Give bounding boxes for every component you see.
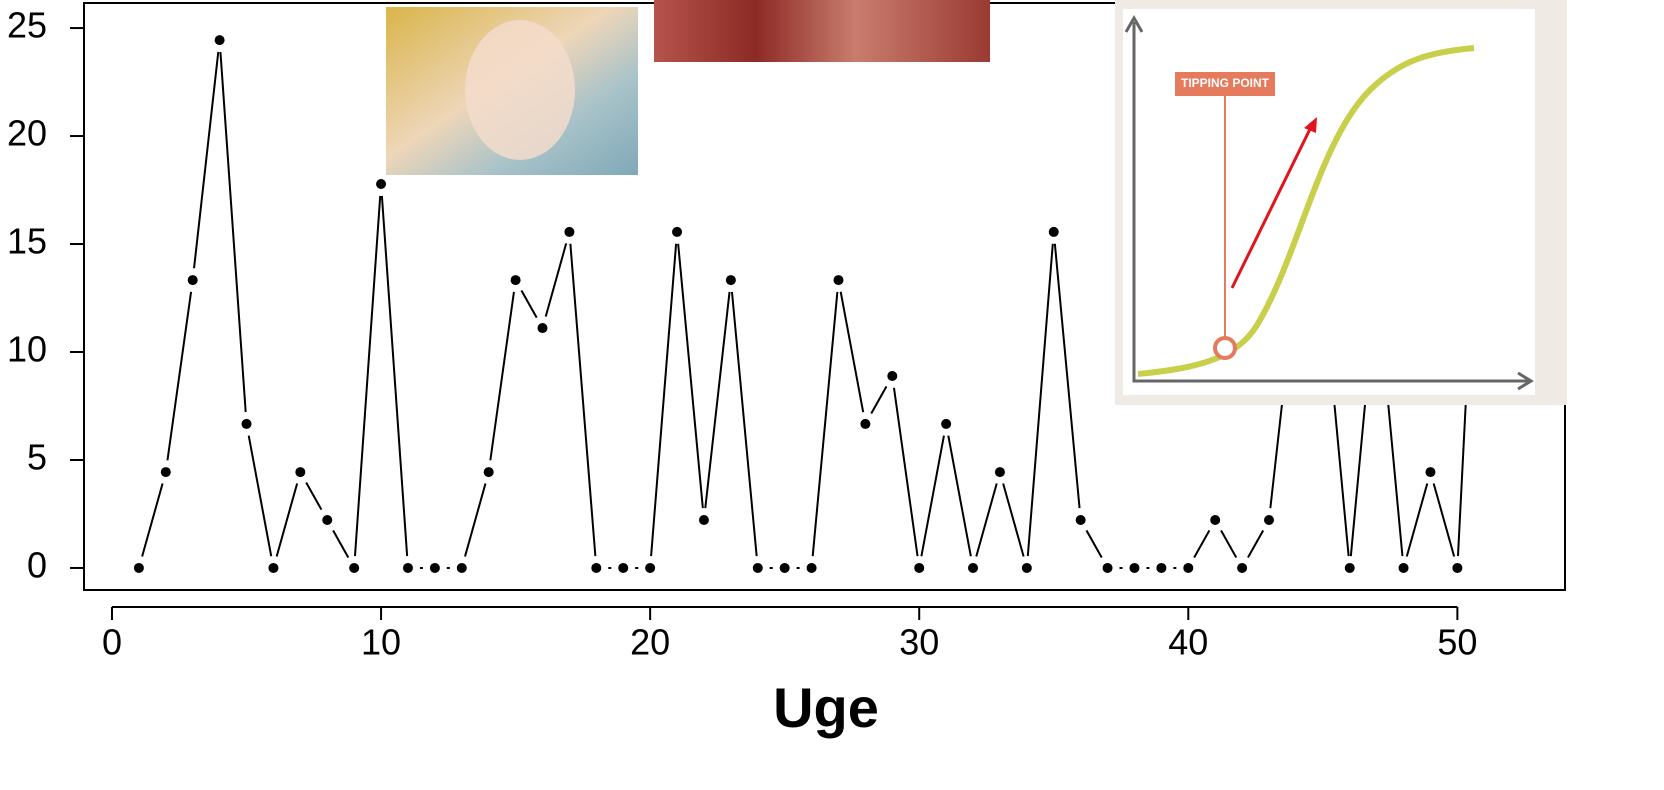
data-point [241, 418, 252, 429]
data-point [779, 562, 790, 573]
data-point [537, 323, 548, 334]
data-point [564, 226, 575, 237]
data-point [456, 562, 467, 573]
y-tick-label: 20 [7, 113, 47, 154]
data-point [1210, 515, 1221, 526]
data-point [1102, 562, 1113, 573]
data-point [645, 562, 656, 573]
y-tick-label: 0 [27, 544, 47, 585]
data-point [1075, 515, 1086, 526]
inset-label-box [1175, 72, 1275, 96]
data-point [1129, 562, 1140, 573]
data-point [887, 370, 898, 381]
data-point [752, 562, 763, 573]
data-point [376, 178, 387, 189]
data-point [1264, 515, 1275, 526]
data-point [672, 226, 683, 237]
data-point [833, 275, 844, 286]
data-point [806, 562, 817, 573]
data-point [1425, 467, 1436, 478]
data-point [402, 562, 413, 573]
data-point [133, 562, 144, 573]
y-tick-label: 5 [27, 437, 47, 478]
data-point [483, 467, 494, 478]
y-tick-label: 10 [7, 329, 47, 370]
data-point [1156, 562, 1167, 573]
data-point [941, 418, 952, 429]
inset-label: TIPPING POINT [1181, 76, 1270, 90]
data-point [510, 275, 521, 286]
meat-photo [654, 0, 990, 62]
data-point [725, 275, 736, 286]
data-point [214, 35, 225, 46]
data-point [1048, 226, 1059, 237]
data-point [322, 515, 333, 526]
data-point [295, 467, 306, 478]
data-point [994, 467, 1005, 478]
x-tick-label: 30 [899, 622, 939, 663]
x-tick-label: 50 [1437, 622, 1477, 663]
x-tick-label: 10 [361, 622, 401, 663]
data-point [268, 562, 279, 573]
inset-axes [1132, 22, 1528, 383]
x-tick-label: 20 [630, 622, 670, 663]
data-point [591, 562, 602, 573]
data-point [1398, 562, 1409, 573]
data-point [860, 418, 871, 429]
plot-area [126, 28, 1497, 580]
data-point [1452, 562, 1463, 573]
inset-arrow-head [1304, 117, 1317, 133]
data-point [1344, 562, 1355, 573]
data-point [160, 467, 171, 478]
inset-curve [1137, 45, 1475, 377]
data-point [618, 562, 629, 573]
inset-panel [1123, 9, 1535, 395]
data-point [429, 562, 440, 573]
data-point [914, 562, 925, 573]
data-point [698, 515, 709, 526]
inset-arrowheads [1124, 14, 1534, 391]
pig-figure [465, 20, 575, 160]
x-axis-title: Uge [773, 676, 879, 739]
data-point [187, 275, 198, 286]
x-tick-label: 40 [1168, 622, 1208, 663]
y-tick-label: 15 [7, 221, 47, 262]
tipping-point-inset: TIPPING POINT [1115, 0, 1567, 405]
inset-arrow [1230, 124, 1314, 289]
data-point [1237, 562, 1248, 573]
data-point [1183, 562, 1194, 573]
inset-marker [1213, 336, 1237, 360]
data-point [349, 562, 360, 573]
data-point [1021, 562, 1032, 573]
x-tick-label: 0 [102, 622, 122, 663]
data-point [968, 562, 979, 573]
y-tick-label: 25 [7, 5, 47, 46]
